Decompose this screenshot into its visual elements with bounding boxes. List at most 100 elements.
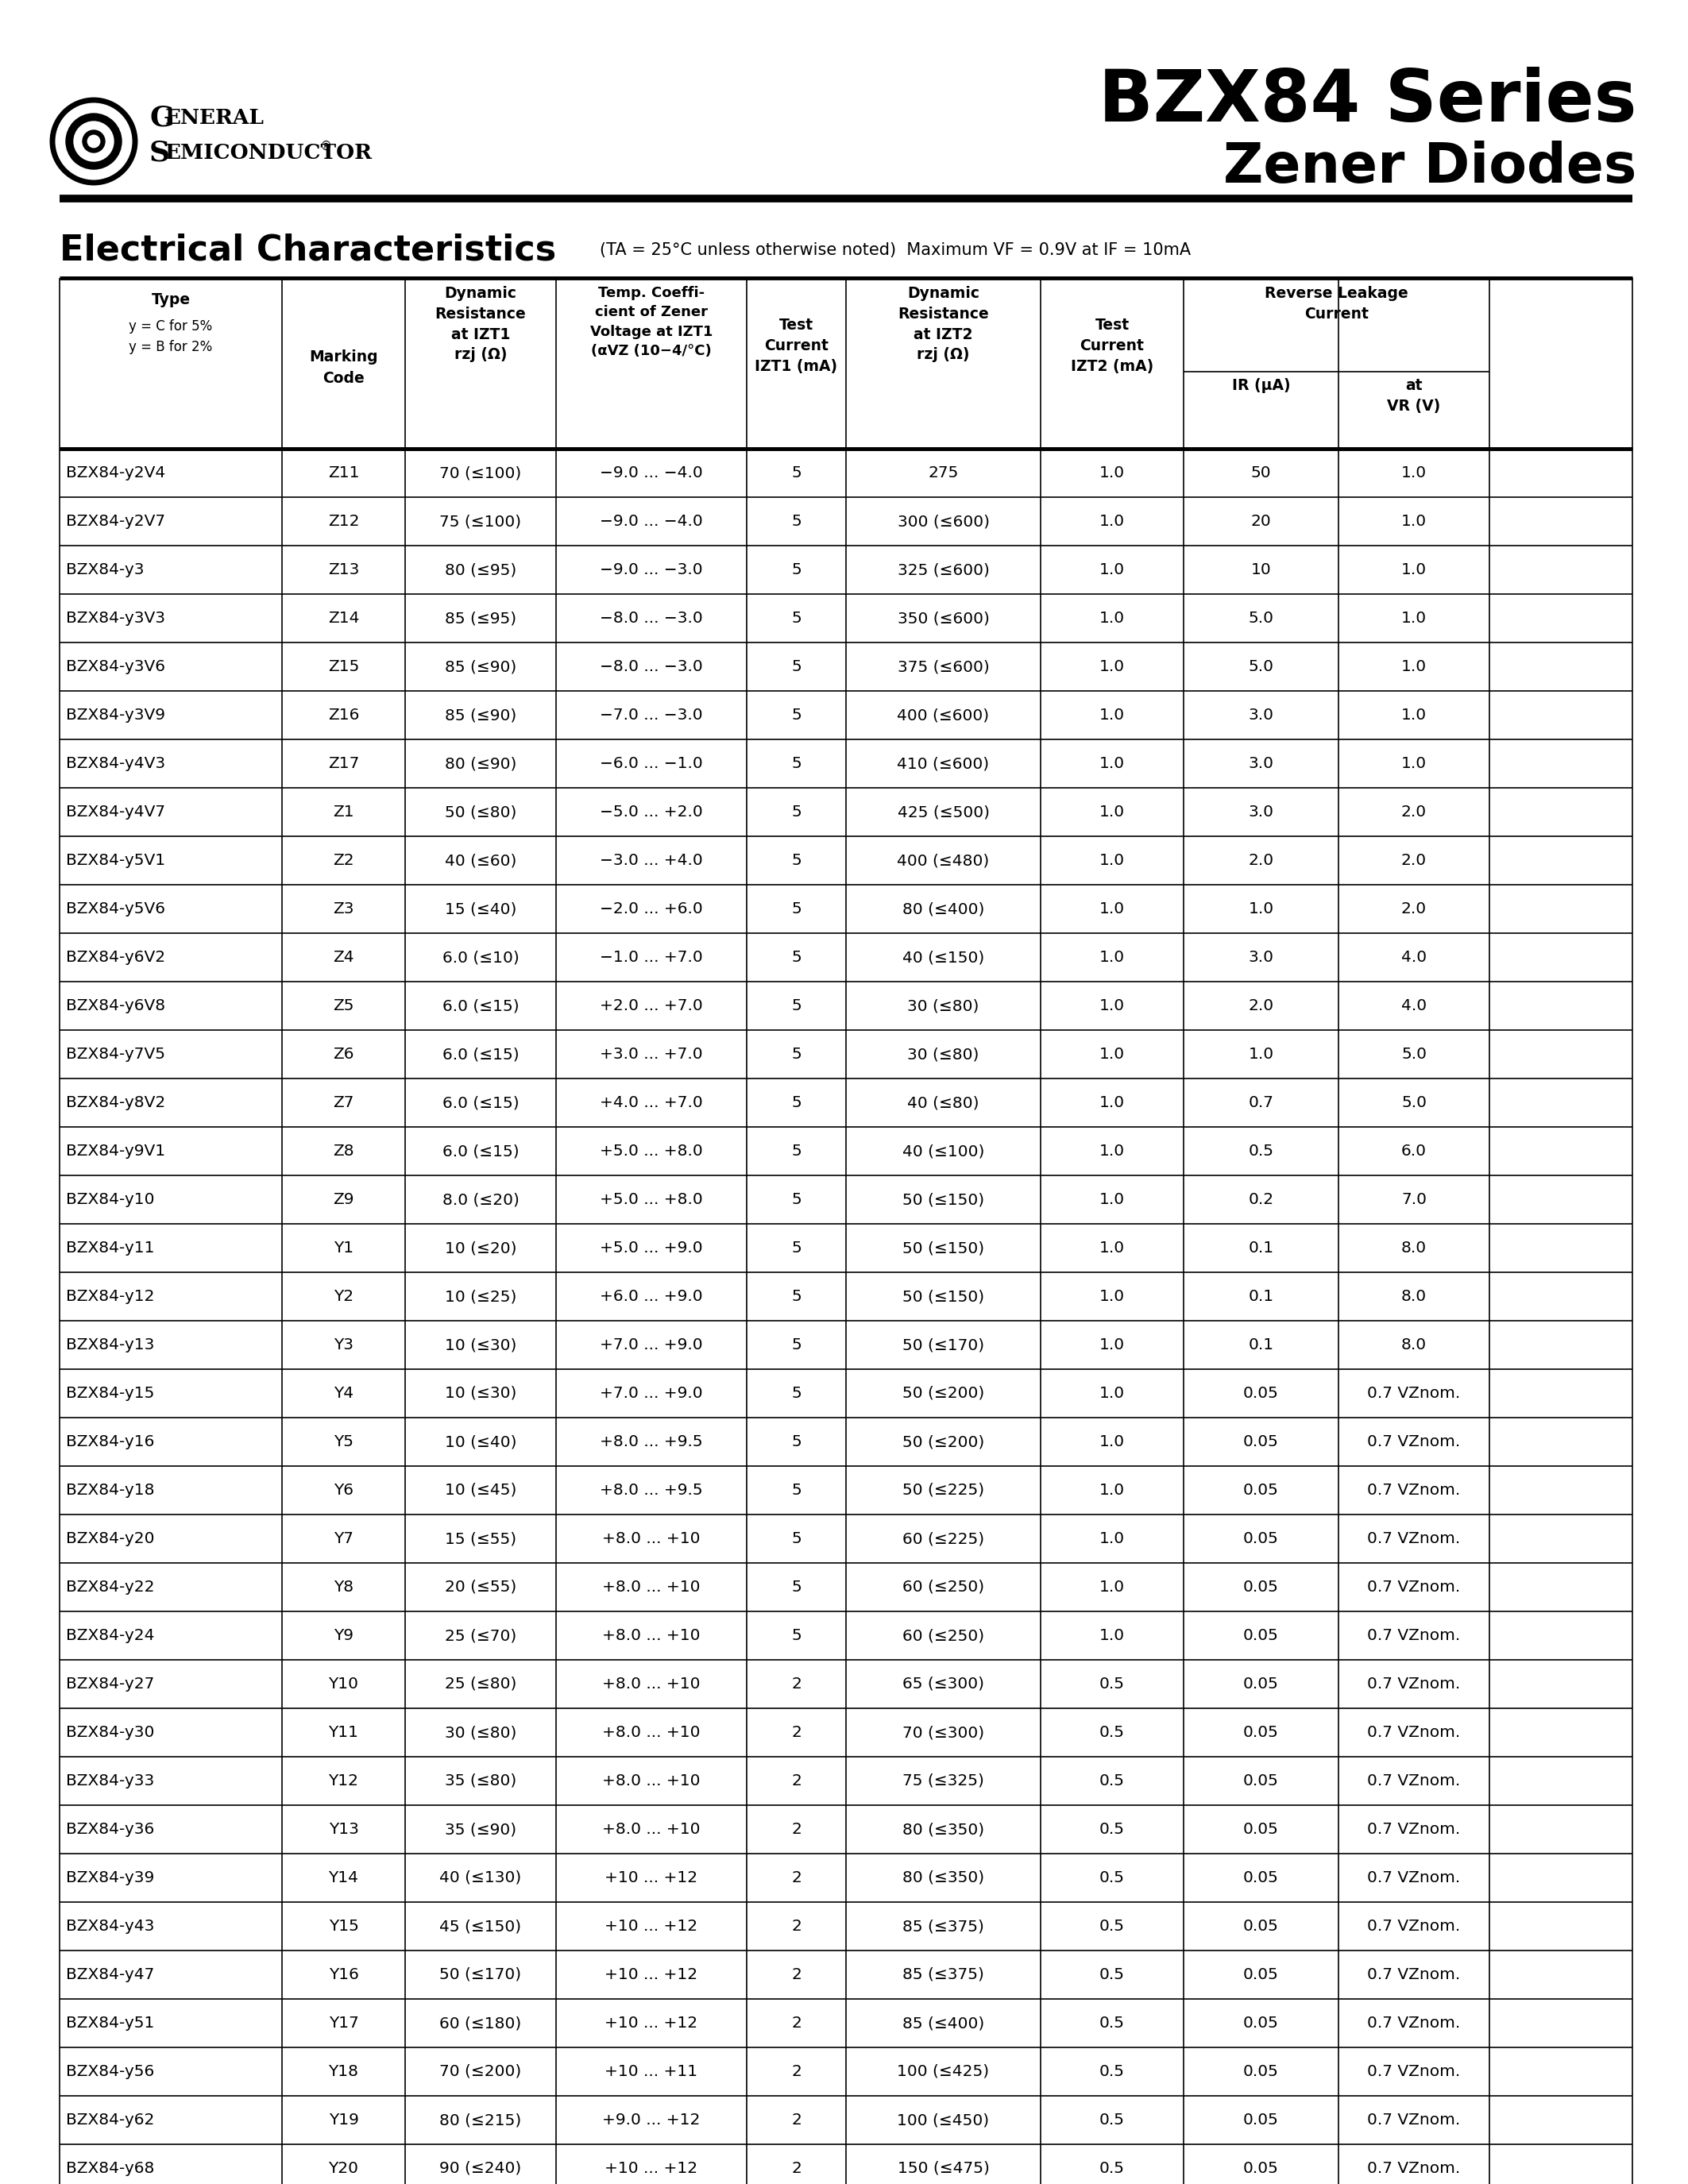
Circle shape: [74, 122, 113, 162]
Text: 1.0: 1.0: [1099, 1627, 1124, 1642]
Text: −7.0 ... −3.0: −7.0 ... −3.0: [599, 708, 702, 723]
Text: 2: 2: [792, 2064, 802, 2079]
Text: 0.05: 0.05: [1242, 1677, 1280, 1693]
Text: 30 (≤80): 30 (≤80): [444, 1725, 517, 1741]
Text: 3.0: 3.0: [1249, 950, 1274, 965]
Text: 1.0: 1.0: [1401, 465, 1426, 480]
Text: −8.0 ... −3.0: −8.0 ... −3.0: [599, 660, 702, 675]
Text: +10 ... +12: +10 ... +12: [604, 1870, 697, 1885]
Text: 70 (≤100): 70 (≤100): [439, 465, 522, 480]
Text: Z15: Z15: [327, 660, 360, 675]
Text: 0.2: 0.2: [1249, 1192, 1274, 1208]
Text: 10 (≤40): 10 (≤40): [444, 1435, 517, 1450]
Text: 1.0: 1.0: [1099, 950, 1124, 965]
Text: 10: 10: [1251, 561, 1271, 577]
Text: 5: 5: [792, 1144, 802, 1160]
Text: +10 ... +12: +10 ... +12: [604, 1920, 697, 1933]
Text: 30 (≤80): 30 (≤80): [908, 1046, 979, 1061]
Text: 0.7 VZnom.: 0.7 VZnom.: [1367, 2112, 1460, 2127]
Text: BZX84 Series: BZX84 Series: [1099, 68, 1636, 138]
Text: 60 (≤250): 60 (≤250): [903, 1579, 984, 1594]
Text: +8.0 ... +9.5: +8.0 ... +9.5: [599, 1483, 702, 1498]
Text: 0.7 VZnom.: 0.7 VZnom.: [1367, 1387, 1460, 1400]
Text: 1.0: 1.0: [1099, 1483, 1124, 1498]
Text: 5.0: 5.0: [1249, 660, 1274, 675]
Text: 90 (≤240): 90 (≤240): [439, 2160, 522, 2175]
Text: 5: 5: [792, 756, 802, 771]
Text: 6.0: 6.0: [1401, 1144, 1426, 1160]
Text: 0.05: 0.05: [1242, 2064, 1280, 2079]
Text: 25 (≤80): 25 (≤80): [444, 1677, 517, 1693]
Text: 25 (≤70): 25 (≤70): [444, 1627, 517, 1642]
Text: BZX84-y68: BZX84-y68: [66, 2160, 154, 2175]
Text: 1.0: 1.0: [1401, 612, 1426, 627]
Text: 1.0: 1.0: [1249, 902, 1274, 917]
Text: BZX84-y6V2: BZX84-y6V2: [66, 950, 165, 965]
Text: Marking
Code: Marking Code: [309, 349, 378, 387]
Text: 60 (≤225): 60 (≤225): [903, 1531, 984, 1546]
Text: 5: 5: [792, 708, 802, 723]
Text: +3.0 ... +7.0: +3.0 ... +7.0: [599, 1046, 702, 1061]
Text: Z4: Z4: [333, 950, 354, 965]
Text: −9.0 ... −3.0: −9.0 ... −3.0: [599, 561, 702, 577]
Text: 0.7 VZnom.: 0.7 VZnom.: [1367, 1870, 1460, 1885]
Text: 0.05: 0.05: [1242, 1773, 1280, 1789]
Text: +10 ... +12: +10 ... +12: [604, 2016, 697, 2031]
Text: 5: 5: [792, 902, 802, 917]
Text: Y3: Y3: [334, 1337, 353, 1352]
Text: 60 (≤180): 60 (≤180): [439, 2016, 522, 2031]
Text: 0.7 VZnom.: 0.7 VZnom.: [1367, 1725, 1460, 1741]
Text: 2: 2: [792, 2160, 802, 2175]
Text: y = C for 5%: y = C for 5%: [128, 319, 213, 334]
Text: +5.0 ... +8.0: +5.0 ... +8.0: [599, 1192, 702, 1208]
Text: −2.0 ... +6.0: −2.0 ... +6.0: [599, 902, 702, 917]
Text: 0.1: 0.1: [1249, 1289, 1274, 1304]
Text: 2.0: 2.0: [1249, 854, 1274, 867]
Text: BZX84-y3V3: BZX84-y3V3: [66, 612, 165, 627]
Text: Y12: Y12: [329, 1773, 358, 1789]
Text: (TA = 25°C unless otherwise noted)  Maximum VF = 0.9V at IF = 10mA: (TA = 25°C unless otherwise noted) Maxim…: [599, 242, 1190, 258]
Text: +7.0 ... +9.0: +7.0 ... +9.0: [599, 1337, 702, 1352]
Text: Zener Diodes: Zener Diodes: [1224, 140, 1636, 194]
Circle shape: [83, 131, 105, 153]
Text: 50 (≤150): 50 (≤150): [903, 1192, 984, 1208]
Text: 8.0: 8.0: [1401, 1241, 1426, 1256]
Text: BZX84-y2V7: BZX84-y2V7: [66, 513, 165, 529]
Text: 5: 5: [792, 1579, 802, 1594]
Text: 35 (≤90): 35 (≤90): [446, 1821, 517, 1837]
Text: 1.0: 1.0: [1401, 513, 1426, 529]
Text: 0.7 VZnom.: 0.7 VZnom.: [1367, 1773, 1460, 1789]
Text: ENERAL: ENERAL: [165, 107, 265, 127]
Text: 80 (≤95): 80 (≤95): [444, 561, 517, 577]
Text: 0.7 VZnom.: 0.7 VZnom.: [1367, 1579, 1460, 1594]
Text: 1.0: 1.0: [1099, 708, 1124, 723]
Text: 1.0: 1.0: [1099, 1289, 1124, 1304]
Text: 0.05: 0.05: [1242, 2112, 1280, 2127]
Text: Dynamic
Resistance
at IZT2
rzj (Ω): Dynamic Resistance at IZT2 rzj (Ω): [898, 286, 989, 363]
Text: 5: 5: [792, 612, 802, 627]
Text: BZX84-y3: BZX84-y3: [66, 561, 143, 577]
Text: 1.0: 1.0: [1099, 513, 1124, 529]
Text: 2: 2: [792, 1677, 802, 1693]
Text: Y2: Y2: [334, 1289, 353, 1304]
Text: +10 ... +11: +10 ... +11: [604, 2064, 697, 2079]
Text: BZX84-y15: BZX84-y15: [66, 1387, 154, 1400]
Text: Y1: Y1: [334, 1241, 353, 1256]
Text: 3.0: 3.0: [1249, 804, 1274, 819]
Text: Y13: Y13: [329, 1821, 358, 1837]
Text: 50 (≤80): 50 (≤80): [444, 804, 517, 819]
Text: 5: 5: [792, 854, 802, 867]
Text: 0.05: 0.05: [1242, 1870, 1280, 1885]
Text: +8.0 ... +10: +8.0 ... +10: [603, 1677, 701, 1693]
Text: 10 (≤20): 10 (≤20): [444, 1241, 517, 1256]
Text: Z13: Z13: [327, 561, 360, 577]
Text: 0.7 VZnom.: 0.7 VZnom.: [1367, 1531, 1460, 1546]
Text: 400 (≤480): 400 (≤480): [896, 854, 989, 867]
Text: Y19: Y19: [329, 2112, 358, 2127]
Text: 0.05: 0.05: [1242, 1920, 1280, 1933]
Text: Reverse Leakage
Current: Reverse Leakage Current: [1264, 286, 1408, 321]
Text: BZX84-y4V3: BZX84-y4V3: [66, 756, 165, 771]
Text: BZX84-y12: BZX84-y12: [66, 1289, 155, 1304]
Text: BZX84-y47: BZX84-y47: [66, 1968, 154, 1983]
Text: 1.0: 1.0: [1099, 1046, 1124, 1061]
